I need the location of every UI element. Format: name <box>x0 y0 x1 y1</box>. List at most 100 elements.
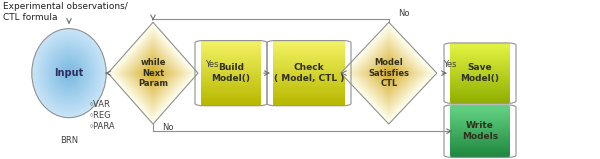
FancyBboxPatch shape <box>273 93 345 97</box>
FancyBboxPatch shape <box>273 53 345 58</box>
FancyBboxPatch shape <box>201 68 261 72</box>
FancyBboxPatch shape <box>273 43 345 47</box>
FancyBboxPatch shape <box>450 110 510 114</box>
FancyBboxPatch shape <box>273 47 345 52</box>
Polygon shape <box>355 38 422 109</box>
FancyBboxPatch shape <box>450 153 510 157</box>
FancyBboxPatch shape <box>450 74 510 78</box>
FancyBboxPatch shape <box>450 80 510 84</box>
FancyBboxPatch shape <box>201 86 261 91</box>
FancyBboxPatch shape <box>201 62 261 66</box>
FancyBboxPatch shape <box>201 89 261 93</box>
Polygon shape <box>350 32 427 114</box>
Polygon shape <box>131 48 176 99</box>
FancyBboxPatch shape <box>450 122 510 126</box>
Polygon shape <box>353 35 425 111</box>
FancyBboxPatch shape <box>201 84 261 89</box>
FancyBboxPatch shape <box>450 49 510 53</box>
Polygon shape <box>144 63 162 83</box>
Polygon shape <box>379 63 398 83</box>
FancyBboxPatch shape <box>201 49 261 54</box>
Ellipse shape <box>47 46 91 100</box>
Text: ◦PARA: ◦PARA <box>89 122 115 131</box>
FancyBboxPatch shape <box>201 47 261 52</box>
FancyBboxPatch shape <box>201 43 261 47</box>
Text: Input: Input <box>55 68 83 78</box>
FancyBboxPatch shape <box>201 93 261 97</box>
Text: Experimental observations/
CTL formula: Experimental observations/ CTL formula <box>3 2 128 22</box>
FancyBboxPatch shape <box>201 72 261 76</box>
FancyBboxPatch shape <box>273 74 345 79</box>
Polygon shape <box>128 45 178 101</box>
FancyBboxPatch shape <box>450 99 510 103</box>
FancyBboxPatch shape <box>201 99 261 104</box>
Polygon shape <box>151 71 155 76</box>
FancyBboxPatch shape <box>450 130 510 134</box>
FancyBboxPatch shape <box>450 89 510 93</box>
Polygon shape <box>149 68 157 78</box>
Polygon shape <box>119 35 187 111</box>
FancyBboxPatch shape <box>450 143 510 147</box>
FancyBboxPatch shape <box>273 51 345 56</box>
Ellipse shape <box>59 61 79 85</box>
FancyBboxPatch shape <box>273 84 345 89</box>
Polygon shape <box>108 22 198 124</box>
FancyBboxPatch shape <box>201 82 261 87</box>
FancyBboxPatch shape <box>201 97 261 101</box>
FancyBboxPatch shape <box>450 107 510 111</box>
Ellipse shape <box>67 70 71 76</box>
FancyBboxPatch shape <box>201 91 261 95</box>
FancyBboxPatch shape <box>273 91 345 95</box>
FancyBboxPatch shape <box>273 41 345 45</box>
Polygon shape <box>370 53 408 93</box>
Text: ◦VAR: ◦VAR <box>89 100 110 109</box>
FancyBboxPatch shape <box>450 68 510 73</box>
FancyBboxPatch shape <box>450 66 510 71</box>
FancyBboxPatch shape <box>201 51 261 56</box>
FancyBboxPatch shape <box>450 114 510 118</box>
FancyBboxPatch shape <box>273 76 345 81</box>
Ellipse shape <box>61 63 77 83</box>
FancyBboxPatch shape <box>450 125 510 129</box>
FancyBboxPatch shape <box>450 146 510 150</box>
FancyBboxPatch shape <box>450 112 510 116</box>
FancyBboxPatch shape <box>273 86 345 91</box>
FancyBboxPatch shape <box>450 138 510 142</box>
FancyBboxPatch shape <box>273 68 345 72</box>
Ellipse shape <box>68 72 70 75</box>
Text: Check
( Model, CTL ): Check ( Model, CTL ) <box>274 63 344 83</box>
FancyBboxPatch shape <box>273 45 345 49</box>
FancyBboxPatch shape <box>450 45 510 49</box>
Ellipse shape <box>49 49 89 97</box>
Ellipse shape <box>38 36 100 110</box>
Text: Yes: Yes <box>443 60 457 69</box>
FancyBboxPatch shape <box>450 87 510 92</box>
FancyBboxPatch shape <box>450 148 510 152</box>
Ellipse shape <box>65 69 73 78</box>
FancyBboxPatch shape <box>450 117 510 121</box>
Polygon shape <box>360 43 418 104</box>
Text: BRN: BRN <box>60 136 78 145</box>
FancyBboxPatch shape <box>201 76 261 81</box>
FancyBboxPatch shape <box>450 72 510 76</box>
FancyBboxPatch shape <box>450 109 510 113</box>
FancyBboxPatch shape <box>450 120 510 124</box>
Ellipse shape <box>53 54 85 92</box>
FancyBboxPatch shape <box>450 145 510 149</box>
Ellipse shape <box>58 60 80 86</box>
FancyBboxPatch shape <box>273 80 345 85</box>
FancyBboxPatch shape <box>201 41 261 45</box>
Text: while
Next
Param: while Next Param <box>138 58 168 88</box>
FancyBboxPatch shape <box>273 55 345 60</box>
FancyBboxPatch shape <box>273 59 345 64</box>
FancyBboxPatch shape <box>450 82 510 86</box>
Polygon shape <box>110 25 196 121</box>
Text: Model
Satisfies
CTL: Model Satisfies CTL <box>368 58 409 88</box>
FancyBboxPatch shape <box>450 150 510 154</box>
Ellipse shape <box>56 58 82 88</box>
FancyBboxPatch shape <box>450 78 510 82</box>
Polygon shape <box>146 66 160 81</box>
FancyBboxPatch shape <box>273 72 345 76</box>
Polygon shape <box>367 50 410 96</box>
Ellipse shape <box>52 52 86 94</box>
